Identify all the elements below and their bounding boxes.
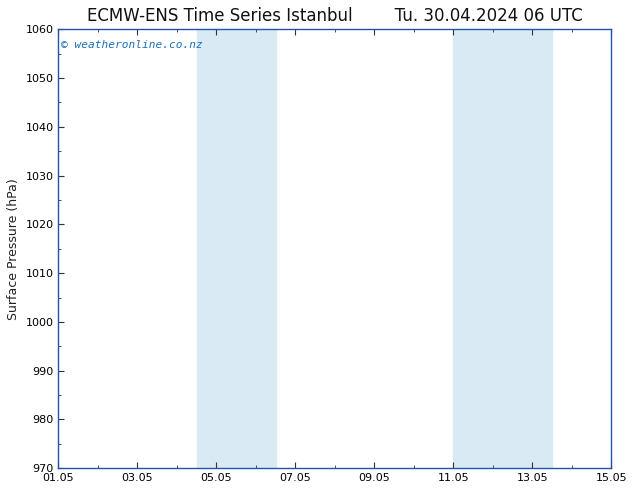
Bar: [197, 29, 276, 468]
Text: © weatheronline.co.nz: © weatheronline.co.nz: [61, 40, 203, 50]
Bar: [453, 29, 552, 468]
Title: ECMW-ENS Time Series Istanbul        Tu. 30.04.2024 06 UTC: ECMW-ENS Time Series Istanbul Tu. 30.04.…: [87, 7, 583, 25]
Y-axis label: Surface Pressure (hPa): Surface Pressure (hPa): [7, 178, 20, 319]
